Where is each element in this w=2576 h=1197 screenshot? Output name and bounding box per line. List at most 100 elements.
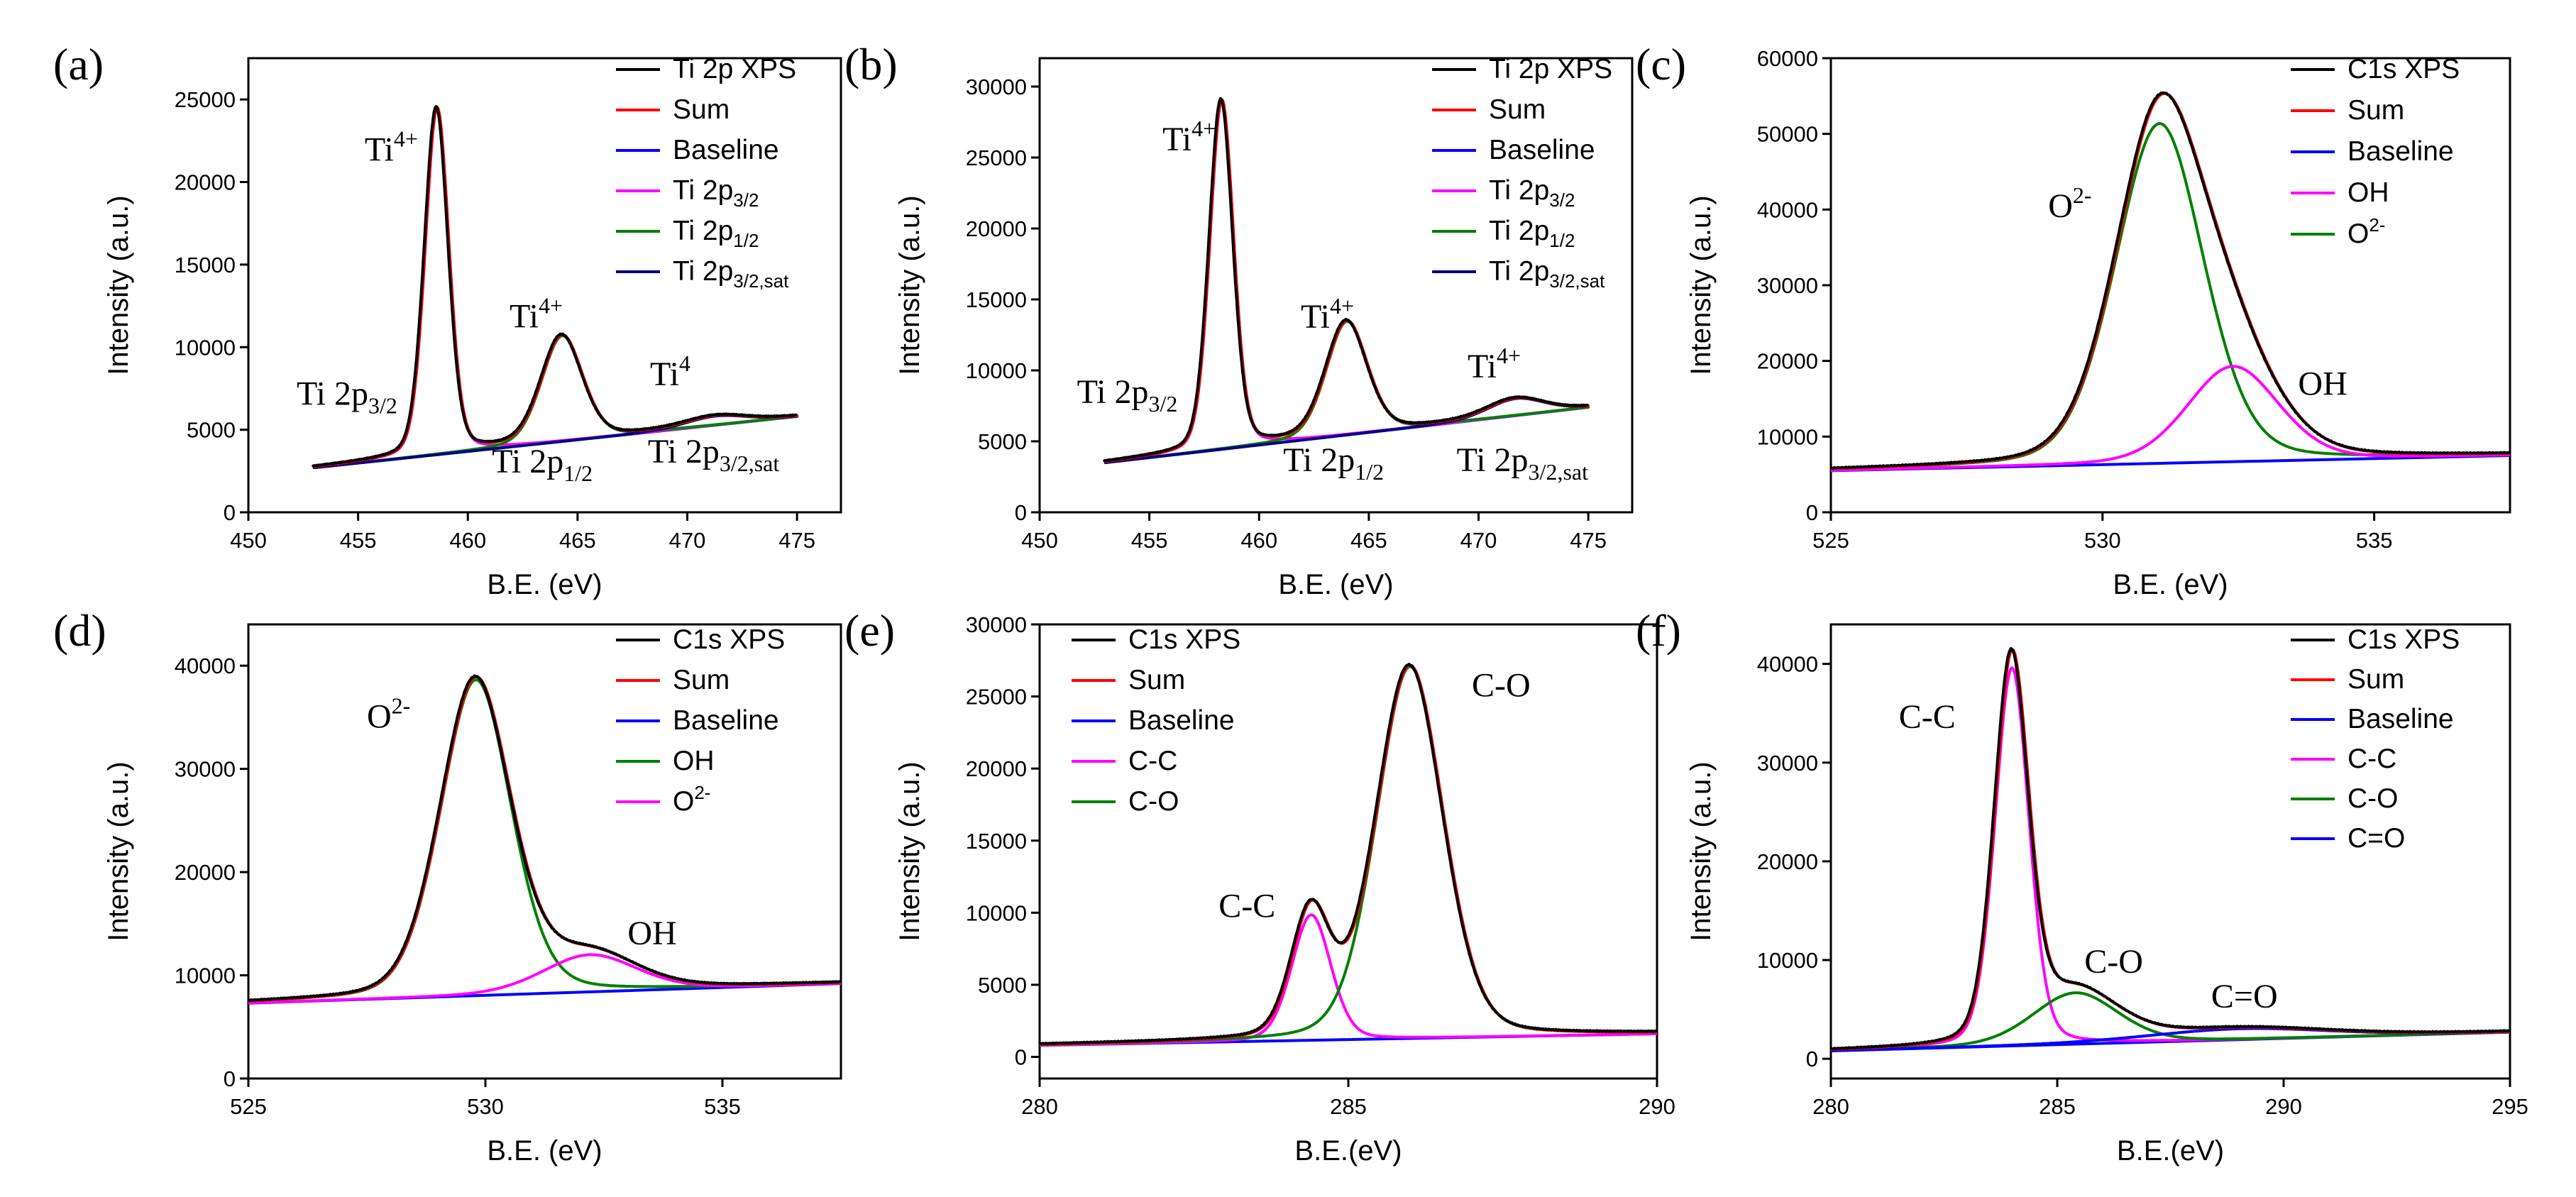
- series-xps-raw: [312, 105, 798, 468]
- x-tick-label: 535: [704, 1094, 741, 1119]
- legend-label: Sum: [673, 665, 730, 695]
- curves: [1040, 663, 1657, 1047]
- legend-entry: Sum: [673, 665, 730, 695]
- legend-entry: C-C: [2347, 744, 2396, 774]
- panel-label: (b): [844, 39, 898, 89]
- peak-annotation: Ti4+: [1468, 343, 1521, 385]
- legend-entry: Baseline: [2347, 704, 2454, 734]
- x-tick-label: 450: [230, 528, 267, 553]
- peak-annotation: C-C: [1218, 887, 1275, 925]
- legend-entry: C-O: [2347, 783, 2399, 814]
- legend-label: C-C: [2347, 744, 2396, 774]
- legend-label: C=O: [2347, 823, 2405, 854]
- legend-label: C1s XPS: [2347, 624, 2460, 655]
- legend-entry: Sum: [2347, 95, 2404, 126]
- x-tick-label: 460: [449, 528, 486, 553]
- annotation-text: Ti 2p: [492, 443, 563, 480]
- legend-superscript: 2-: [694, 782, 710, 803]
- annotation-text: C-C: [1899, 698, 1956, 736]
- y-tick-label: 40000: [175, 653, 236, 678]
- annotation-text: Ti: [1162, 121, 1191, 158]
- legend-entry: Ti 2p1/2: [1489, 216, 1575, 251]
- annotation-subscript: 3/2: [368, 393, 397, 419]
- legend-entry: Sum: [2347, 664, 2404, 695]
- legend-label: O: [2347, 219, 2369, 249]
- panel-label: (a): [53, 39, 104, 89]
- peak-annotation: O2-: [367, 693, 410, 735]
- legend-label: Ti 2p: [1489, 256, 1549, 287]
- peak-annotation: Ti4+: [1301, 293, 1354, 336]
- peak-annotation: OH: [627, 915, 676, 952]
- legend-subscript: 3/2: [733, 189, 759, 211]
- legend-label: Baseline: [2347, 704, 2454, 734]
- peak-annotation: O2-: [2048, 182, 2091, 225]
- peak-annotation: Ti4+: [1162, 116, 1216, 158]
- x-axis-title: B.E.(eV): [1294, 1135, 1402, 1166]
- peak-annotation: Ti 2p3/2,sat: [1457, 441, 1589, 485]
- legend-label: Ti 2p: [673, 256, 733, 287]
- annotation-superscript: 4+: [539, 292, 563, 318]
- series-xps-raw: [1103, 96, 1589, 463]
- x-tick-label: 450: [1021, 528, 1058, 553]
- y-tick-label: 60000: [1757, 46, 1818, 71]
- annotation-superscript: 2-: [2073, 182, 2092, 208]
- peak-annotation: OH: [2298, 365, 2347, 403]
- x-axis-title: B.E. (eV): [487, 1135, 602, 1166]
- annotation-text: C-O: [1472, 667, 1531, 705]
- y-tick-label: 0: [1806, 500, 1818, 525]
- annotation-subscript: 1/2: [563, 460, 593, 486]
- legend-label: C-O: [2347, 783, 2399, 814]
- legend-entry: Ti 2p3/2,sat: [1489, 256, 1605, 292]
- x-tick-label: 475: [1570, 528, 1607, 553]
- panel-f: 280 285 290 295 0 10000 20000 30000 40000 B.E.(eV…: [1636, 605, 2528, 1166]
- annotation-text: O: [2048, 187, 2073, 225]
- y-tick-label: 30000: [1757, 273, 1818, 298]
- legend-entry: C1s XPS: [1128, 624, 1240, 655]
- y-tick-label: 25000: [966, 145, 1027, 170]
- x-tick-label: 465: [1350, 528, 1387, 553]
- legend-subscript: 1/2: [1549, 230, 1575, 251]
- annotation-text: C-O: [2084, 943, 2143, 981]
- peak-annotation: C-C: [1899, 698, 1956, 736]
- y-axis-title: Intensity (a.u.): [103, 761, 134, 941]
- y-axis-title: Intensity (a.u.): [1685, 761, 1717, 941]
- y-tick-label: 20000: [1757, 349, 1818, 374]
- legend-label: C-O: [1128, 786, 1179, 817]
- y-tick-label: 25000: [966, 685, 1027, 710]
- series-oh: [1831, 365, 2510, 472]
- x-tick-label: 285: [2039, 1094, 2076, 1119]
- annotation-text: Ti: [1468, 348, 1497, 385]
- y-axis-title: Intensity (a.u.): [103, 195, 134, 375]
- annotation-text: OH: [627, 915, 676, 952]
- legend-entry: Ti 2p3/2: [1489, 175, 1575, 211]
- y-tick-label: 10000: [175, 964, 236, 988]
- legend-entry: Ti 2p3/2,sat: [673, 256, 789, 292]
- y-tick-label: 5000: [978, 973, 1027, 998]
- annotation-text: Ti 2p: [1283, 441, 1355, 479]
- x-tick-label: 290: [1639, 1094, 1675, 1119]
- y-tick-label: 20000: [175, 860, 236, 885]
- plot-frame: [1829, 57, 2511, 514]
- legend-subscript: 3/2,sat: [733, 270, 789, 292]
- annotation-text: Ti: [650, 355, 679, 393]
- legend-entry: Ti 2p3/2: [673, 175, 759, 211]
- curves: [1831, 646, 2510, 1053]
- y-tick-label: 0: [1015, 500, 1027, 525]
- legend-entry: O2-: [673, 782, 710, 817]
- y-tick-label: 40000: [1757, 652, 1818, 677]
- x-tick-label: 455: [340, 528, 377, 553]
- legend-label: Ti 2p: [673, 216, 733, 246]
- plot-frame: [1038, 57, 1634, 514]
- peak-annotation: Ti 2p3/2: [1077, 373, 1178, 417]
- x-tick-label: 460: [1240, 528, 1277, 553]
- annotation-subscript: 3/2,sat: [1529, 459, 1589, 485]
- legend-entry: C1s XPS: [2347, 54, 2460, 84]
- annotation-subscript: 3/2,sat: [720, 451, 780, 476]
- legend-superscript: 2-: [2369, 214, 2385, 236]
- legend-entry: C1s XPS: [673, 624, 785, 655]
- x-tick-label: 530: [2084, 528, 2121, 553]
- peak-annotation: C-O: [1472, 667, 1531, 705]
